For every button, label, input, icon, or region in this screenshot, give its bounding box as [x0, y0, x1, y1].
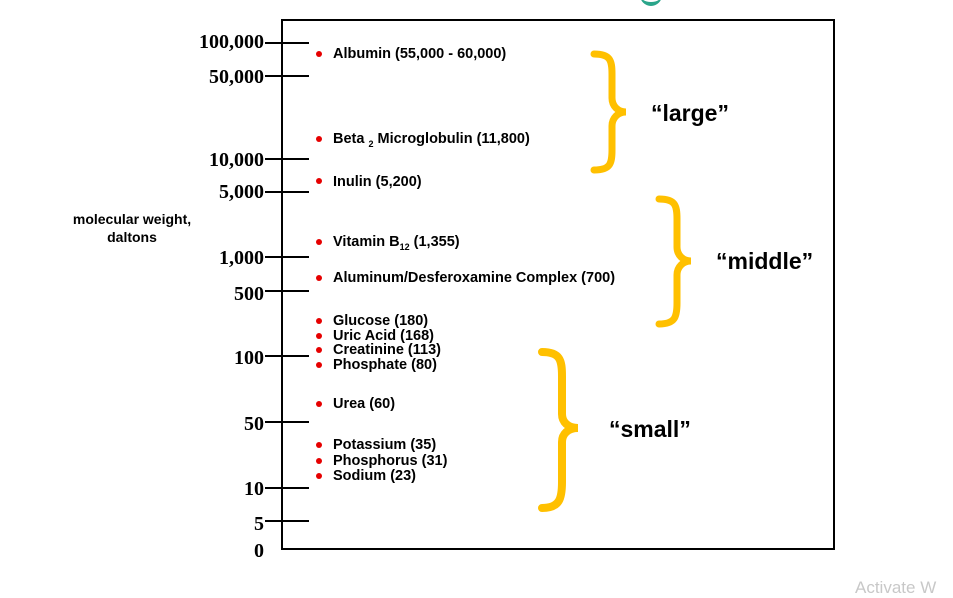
- activation-watermark: Activate W: [855, 578, 937, 597]
- molecule-dot: [316, 239, 322, 245]
- molecule-dot: [316, 136, 322, 142]
- tick-mark: [265, 421, 309, 423]
- tick-mark: [265, 191, 309, 193]
- group-label-middle: “middle”: [716, 248, 814, 274]
- tick-label: 5: [254, 513, 264, 535]
- molecule-label: Uric Acid (168): [333, 328, 434, 344]
- molecule-label: Albumin (55,000 - 60,000): [333, 46, 507, 62]
- molecule-dot: [316, 458, 322, 464]
- axis-title-line1: molecular weight,: [72, 211, 192, 227]
- molecule-label: Phosphate (80): [333, 357, 437, 373]
- tick-mark: [265, 42, 309, 44]
- molecule-label: Inulin (5,200): [333, 174, 422, 190]
- teal-accent-fragment: [640, 0, 662, 6]
- middle-brace: [655, 195, 692, 328]
- tick-mark: [265, 520, 309, 522]
- molecule-label: Vitamin B12 (1,355): [333, 234, 460, 252]
- tick-label: 50,000: [209, 66, 264, 88]
- molecule-label: Phosphorus (31): [333, 453, 448, 469]
- tick-mark: [265, 256, 309, 258]
- tick-mark: [265, 75, 309, 77]
- brace-shape: [538, 348, 579, 512]
- tick-label: 10,000: [209, 149, 264, 171]
- diagram-frame: [281, 19, 835, 550]
- small-brace: [538, 348, 579, 512]
- molecule-dot: [316, 442, 322, 448]
- tick-label: 500: [234, 283, 264, 305]
- tick-mark: [265, 355, 309, 357]
- tick-label: 5,000: [219, 181, 264, 203]
- tick-label: 1,000: [219, 247, 264, 269]
- tick-label: 100,000: [199, 31, 264, 53]
- tick-label: 0: [254, 540, 264, 562]
- molecule-dot: [316, 401, 322, 407]
- tick-label: 10: [244, 478, 264, 500]
- molecule-label: Aluminum/Desferoxamine Complex (700): [333, 270, 616, 286]
- tick-mark: [265, 487, 309, 489]
- tick-label: 50: [244, 413, 264, 435]
- molecule-label: Creatinine (113): [333, 342, 441, 358]
- molecule-dot: [316, 473, 322, 479]
- molecule-label: Urea (60): [333, 396, 396, 412]
- axis-title-line2: daltons: [107, 229, 157, 245]
- group-label-large: “large”: [651, 100, 729, 126]
- molecule-label: Glucose (180): [333, 313, 429, 329]
- large-brace: [590, 50, 627, 174]
- molecule-dot: [316, 362, 322, 368]
- molecule-label: Potassium (35): [333, 437, 437, 453]
- molecule-dot: [316, 275, 322, 281]
- tick-mark: [265, 290, 309, 292]
- group-label-small: “small”: [609, 416, 691, 442]
- molecule-dot: [316, 347, 322, 353]
- molecule-label: Sodium (23): [333, 468, 416, 484]
- molecule-dot: [316, 333, 322, 339]
- tick-label: 100: [234, 347, 264, 369]
- molecule-label: Beta 2 Microglobulin (11,800): [333, 131, 530, 149]
- molecule-dot: [316, 318, 322, 324]
- brace-shape: [590, 50, 627, 174]
- tick-mark: [265, 158, 309, 160]
- molecule-dot: [316, 51, 322, 57]
- brace-shape: [655, 195, 692, 328]
- molecule-dot: [316, 178, 322, 184]
- axis-title: molecular weight, daltons: [52, 210, 212, 246]
